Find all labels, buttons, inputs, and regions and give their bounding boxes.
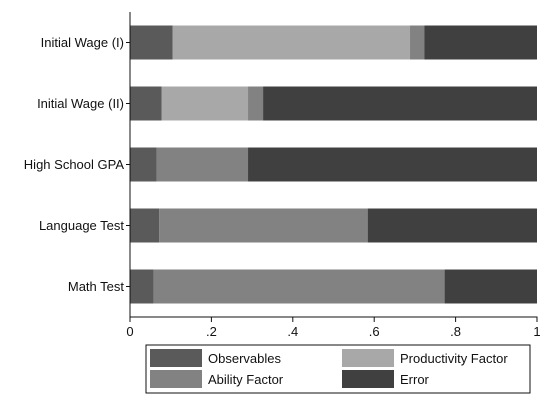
legend: Observables Productivity Factor Ability Fa… bbox=[145, 344, 531, 394]
legend-label-error: Error bbox=[400, 372, 430, 387]
bar-language-test-ability-factor bbox=[159, 208, 368, 243]
x-tick-label: 1 bbox=[533, 324, 540, 339]
category-label-initial-wage-i: Initial Wage (I) bbox=[41, 35, 124, 50]
category-label-initial-wage-ii: Initial Wage (II) bbox=[37, 96, 124, 111]
bar-initial-wage-ii-mixed bbox=[248, 86, 264, 121]
x-tick-label: .6 bbox=[369, 324, 380, 339]
bar-initial-wage-i-error bbox=[424, 25, 537, 60]
bar-initial-wage-i-mixed bbox=[410, 25, 425, 60]
legend-swatch-observables bbox=[150, 349, 202, 367]
bar-language-test-observables bbox=[130, 208, 160, 243]
bar-initial-wage-ii-productivity-factor bbox=[161, 86, 249, 121]
bar-initial-wage-i-productivity-factor bbox=[172, 25, 411, 60]
bar-math-test-error bbox=[444, 269, 537, 304]
legend-swatch-ability-factor bbox=[150, 370, 202, 388]
bar-high-school-gpa-error bbox=[248, 147, 537, 182]
legend-box bbox=[145, 344, 531, 394]
bar-language-test-error bbox=[367, 208, 537, 243]
legend-label-observables: Observables bbox=[208, 351, 281, 366]
legend-label-productivity-factor: Productivity Factor bbox=[400, 351, 508, 366]
axes-layer: Initial Wage (I) Initial Wage (II) High Sc… bbox=[24, 12, 541, 339]
legend-swatch-error bbox=[342, 370, 394, 388]
x-tick-label: .2 bbox=[206, 324, 217, 339]
legend-label-ability-factor: Ability Factor bbox=[208, 372, 284, 387]
bar-initial-wage-ii-error bbox=[263, 86, 537, 121]
bar-initial-wage-i-observables bbox=[130, 25, 173, 60]
bar-high-school-gpa-ability-factor bbox=[156, 147, 249, 182]
x-tick-label: .8 bbox=[450, 324, 461, 339]
x-tick-label: 0 bbox=[126, 324, 133, 339]
bar-initial-wage-ii-observables bbox=[130, 86, 162, 121]
bar-math-test-observables bbox=[130, 269, 154, 304]
category-label-high-school-gpa: High School GPA bbox=[24, 157, 125, 172]
category-label-language-test: Language Test bbox=[39, 218, 124, 233]
bars-layer bbox=[130, 25, 537, 304]
legend-swatch-productivity-factor bbox=[342, 349, 394, 367]
bar-math-test-ability-factor bbox=[153, 269, 445, 304]
bar-high-school-gpa-observables bbox=[130, 147, 157, 182]
category-label-math-test: Math Test bbox=[68, 279, 125, 294]
x-tick-label: .4 bbox=[287, 324, 298, 339]
